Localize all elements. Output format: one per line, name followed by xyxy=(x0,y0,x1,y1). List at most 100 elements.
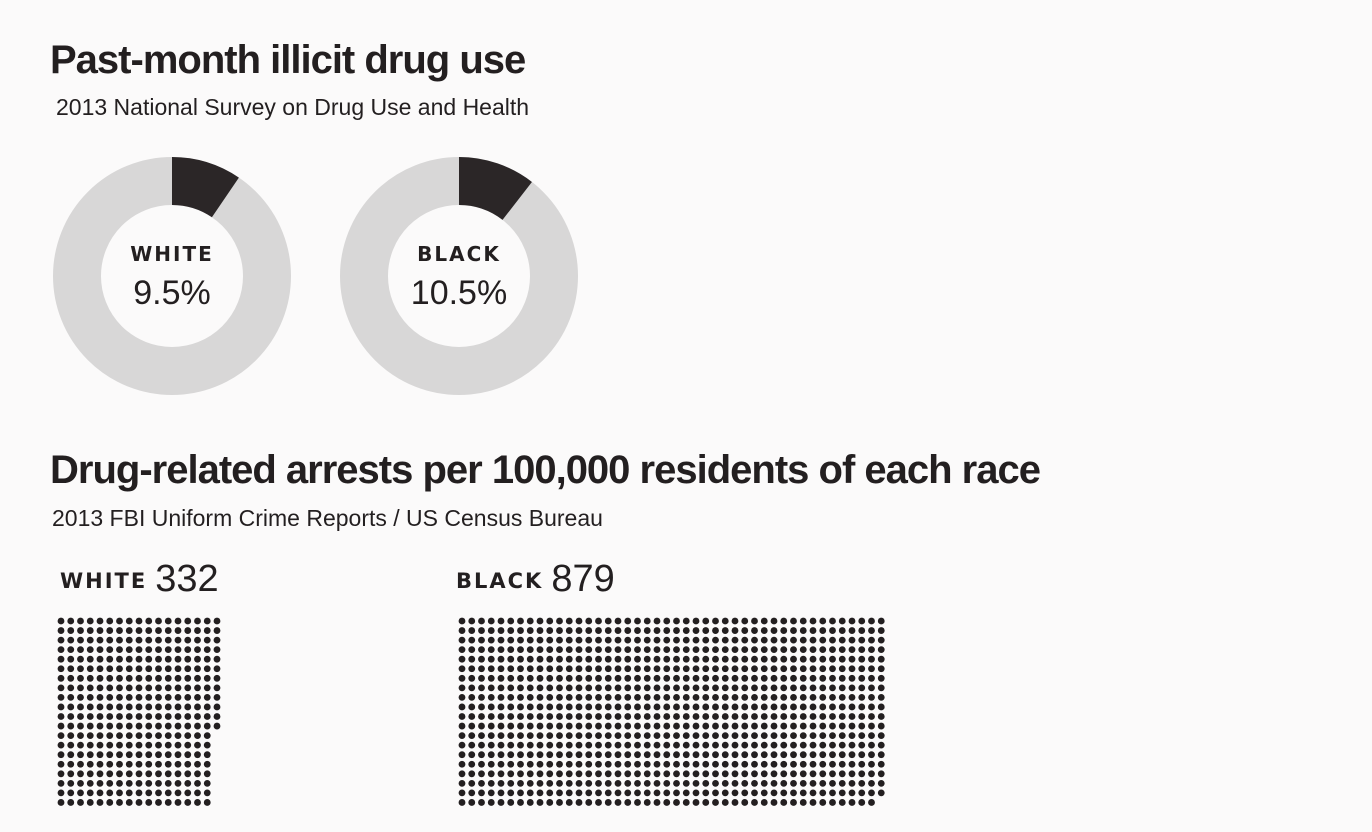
arrest-dot-black xyxy=(673,684,680,692)
arrest-dot-black xyxy=(624,703,632,711)
arrest-dot-black xyxy=(731,684,739,692)
arrest-dot-black xyxy=(721,665,729,673)
arrest-dot-black xyxy=(682,751,690,759)
arrest-dot-black xyxy=(575,655,583,663)
arrest-dot-black xyxy=(780,646,788,654)
arrest-dot-black xyxy=(536,760,544,768)
arrest-dot-white xyxy=(116,703,123,711)
arrest-dot-black xyxy=(848,665,856,673)
arrest-dot-black xyxy=(838,751,846,759)
arrest-dot-black xyxy=(497,760,505,768)
arrest-dot-white xyxy=(86,617,94,625)
arrest-dot-black xyxy=(526,665,534,673)
arrest-dot-black xyxy=(838,770,846,778)
arrest-dot-black xyxy=(712,789,719,797)
arrest-dot-white xyxy=(116,751,123,759)
arrest-dot-white xyxy=(57,694,65,701)
arrest-dot-white xyxy=(184,636,192,644)
arrest-dot-black xyxy=(604,741,612,749)
arrest-dot-black xyxy=(643,760,651,768)
arrest-dot-black xyxy=(663,732,671,739)
arrest-dot-white xyxy=(155,617,162,625)
arrest-dot-white xyxy=(145,751,153,759)
arrest-dot-black xyxy=(663,722,671,730)
arrest-dot-white xyxy=(57,636,65,644)
arrest-dot-black xyxy=(614,751,622,759)
arrest-dot-black xyxy=(556,646,563,654)
arrest-dot-black xyxy=(643,674,651,682)
arrest-dot-black xyxy=(809,636,817,644)
arrest-dot-black xyxy=(556,655,563,663)
arrest-dot-black xyxy=(770,732,778,739)
arrest-dot-black xyxy=(556,627,563,634)
arrest-dot-white xyxy=(203,694,211,701)
arrest-dot-black xyxy=(556,751,563,759)
arrest-dot-black xyxy=(770,760,778,768)
arrest-dot-black xyxy=(712,636,719,644)
arrest-dot-black xyxy=(468,665,476,673)
arrest-dot-black xyxy=(517,732,524,739)
arrest-dot-black xyxy=(877,732,885,739)
arrest-dot-black xyxy=(624,741,632,749)
arrest-dot-black xyxy=(643,694,651,701)
arrest-dot-white xyxy=(174,636,182,644)
arrest-dot-black xyxy=(819,751,827,759)
arrest-dot-white xyxy=(135,655,143,663)
arrest-dot-black xyxy=(595,636,602,644)
arrest-dot-black xyxy=(829,713,836,720)
arrest-dot-black xyxy=(546,760,554,768)
arrest-dot-black xyxy=(741,789,749,797)
arrest-dot-black xyxy=(634,751,641,759)
arrest-dot-black xyxy=(819,779,827,787)
arrest-dot-black xyxy=(673,617,680,625)
arrest-dot-black xyxy=(702,636,710,644)
arrest-dot-black xyxy=(799,684,807,692)
arrest-dot-white xyxy=(145,674,153,682)
arrest-dot-black xyxy=(478,694,485,701)
arrest-dot-black xyxy=(546,684,554,692)
arrest-dot-white xyxy=(125,779,133,787)
arrest-dot-white xyxy=(174,617,182,625)
arrest-dot-black xyxy=(585,655,593,663)
arrest-dot-black xyxy=(829,722,836,730)
arrest-dot-black xyxy=(868,713,875,720)
arrest-dot-white xyxy=(96,779,104,787)
arrest-dot-white xyxy=(106,760,114,768)
arrest-dot-white xyxy=(203,703,211,711)
arrest-dot-black xyxy=(751,760,758,768)
arrest-dot-white xyxy=(174,684,182,692)
arrest-dot-black xyxy=(478,741,485,749)
arrest-dot-black xyxy=(624,646,632,654)
arrest-dot-black xyxy=(741,636,749,644)
arrest-dot-white xyxy=(174,741,182,749)
arrest-dot-black xyxy=(829,703,836,711)
arrest-dot-black xyxy=(565,722,573,730)
arrest-dot-black xyxy=(497,674,505,682)
arrest-dot-black xyxy=(468,636,476,644)
arrest-dot-black xyxy=(595,655,602,663)
arrest-dot-black xyxy=(858,770,866,778)
arrest-dot-black xyxy=(741,751,749,759)
arrest-dot-black xyxy=(585,684,593,692)
arrest-dot-white xyxy=(106,627,114,634)
arrest-dot-black xyxy=(741,760,749,768)
arrest-dot-white xyxy=(164,684,172,692)
arrest-dot-white xyxy=(57,703,65,711)
arrest-dot-black xyxy=(868,760,875,768)
arrest-dot-black xyxy=(702,713,710,720)
arrest-dot-black xyxy=(643,799,651,806)
arrest-dot-white xyxy=(174,779,182,787)
arrest-dot-white xyxy=(174,799,182,806)
arrest-dot-white xyxy=(203,751,211,759)
arrest-dot-black xyxy=(819,741,827,749)
arrest-dot-black xyxy=(877,703,885,711)
arrest-dot-black xyxy=(468,789,476,797)
arrest-dot-black xyxy=(721,770,729,778)
arrest-dot-black xyxy=(858,684,866,692)
arrest-dot-black xyxy=(799,636,807,644)
arrest-dot-white xyxy=(116,627,123,634)
arrest-dot-black xyxy=(478,751,485,759)
arrest-dot-black xyxy=(497,799,505,806)
arrest-dot-black xyxy=(819,722,827,730)
arrest-dot-black xyxy=(702,760,710,768)
